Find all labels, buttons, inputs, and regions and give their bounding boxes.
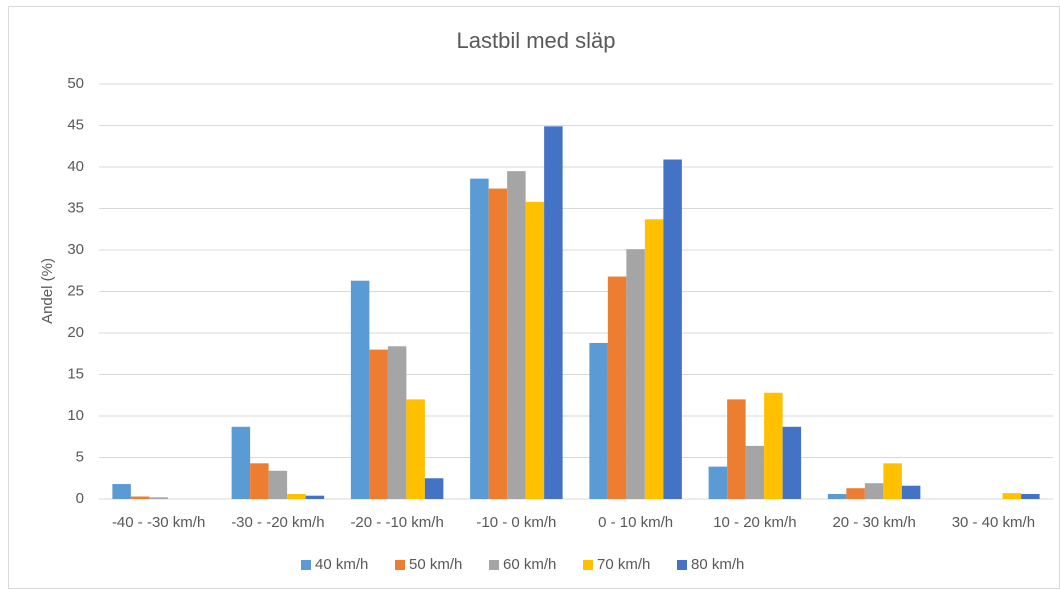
- bar: [287, 494, 306, 499]
- y-tick-label: 5: [76, 448, 84, 465]
- bar: [644, 219, 664, 500]
- legend-swatch: [395, 560, 405, 570]
- bar: [268, 470, 288, 499]
- y-tick-label: 25: [67, 282, 84, 299]
- bar: [607, 276, 627, 499]
- bar: [231, 426, 251, 499]
- y-tick-label: 20: [67, 324, 84, 341]
- x-tick-label: -30 - -20 km/h: [231, 514, 324, 531]
- bar: [406, 399, 425, 499]
- bar: [626, 249, 645, 499]
- x-tick-label: 30 - 40 km/h: [952, 514, 1035, 531]
- bar: [901, 485, 921, 499]
- y-axis-label: Andel (%): [39, 258, 56, 324]
- y-tick-label: 45: [67, 116, 84, 133]
- bar: [864, 483, 884, 499]
- legend-label: 50 km/h: [409, 556, 462, 573]
- bar: [350, 280, 370, 499]
- bar: [369, 349, 388, 499]
- y-tick-label: 50: [67, 75, 84, 92]
- bar: [250, 463, 269, 499]
- y-tick-label: 40: [67, 158, 84, 175]
- y-tick-label: 15: [67, 365, 84, 382]
- bar: [424, 478, 444, 499]
- bar: [589, 342, 608, 499]
- bar: [782, 426, 802, 499]
- bar: [507, 171, 526, 499]
- legend-swatch: [301, 560, 311, 570]
- legend-swatch: [489, 560, 499, 570]
- y-tick-label: 0: [76, 490, 84, 507]
- bar: [488, 188, 508, 499]
- bar: [827, 494, 847, 499]
- x-tick-label: -10 - 0 km/h: [476, 514, 556, 531]
- bar: [846, 488, 865, 499]
- bar: [525, 201, 545, 500]
- bar: [112, 484, 131, 499]
- legend-swatch: [583, 560, 593, 570]
- legend-label: 40 km/h: [315, 556, 368, 573]
- legend-label: 70 km/h: [597, 556, 650, 573]
- x-tick-label: 0 - 10 km/h: [598, 514, 673, 531]
- bar: [387, 346, 407, 499]
- bar: [708, 466, 728, 499]
- legend-label: 60 km/h: [503, 556, 556, 573]
- bar: [544, 126, 563, 499]
- x-tick-label: 10 - 20 km/h: [713, 514, 796, 531]
- bar: [764, 392, 783, 499]
- bar: [470, 178, 489, 499]
- bar: [663, 159, 682, 499]
- legend-swatch: [677, 560, 687, 570]
- bar: [745, 445, 765, 499]
- bar: [883, 463, 902, 499]
- chart-title: Lastbil med släp: [457, 28, 616, 53]
- bar: [1021, 494, 1040, 499]
- y-tick-label: 10: [67, 407, 84, 424]
- y-tick-label: 30: [67, 241, 84, 258]
- bar: [727, 399, 746, 499]
- bar: [130, 496, 150, 499]
- x-tick-label: -20 - -10 km/h: [350, 514, 443, 531]
- bar: [305, 495, 325, 499]
- bar: [1002, 493, 1022, 499]
- bar: [149, 497, 168, 499]
- y-tick-label: 35: [67, 199, 84, 216]
- x-tick-label: 20 - 30 km/h: [832, 514, 915, 531]
- legend-label: 80 km/h: [691, 556, 744, 573]
- x-tick-label: -40 - -30 km/h: [112, 514, 205, 531]
